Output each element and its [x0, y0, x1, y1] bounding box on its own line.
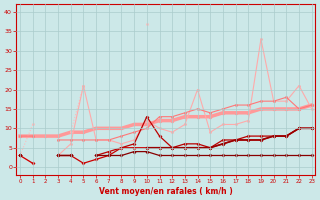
X-axis label: Vent moyen/en rafales ( km/h ): Vent moyen/en rafales ( km/h ) — [99, 187, 233, 196]
